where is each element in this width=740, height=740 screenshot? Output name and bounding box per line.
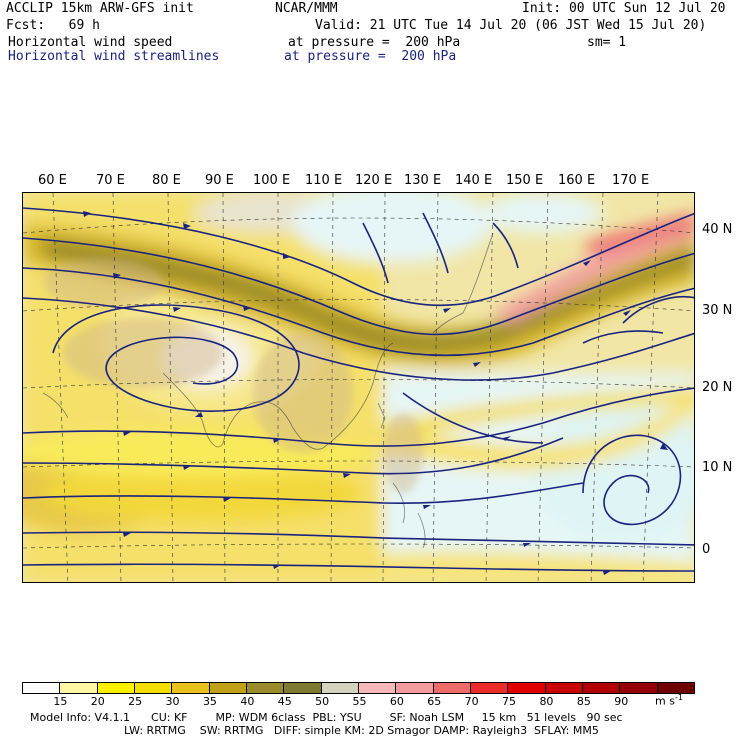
colorbar-swatch bbox=[545, 683, 583, 693]
lon-label: 90 E bbox=[205, 173, 234, 188]
colorbar-tick-label: 35 bbox=[202, 695, 217, 708]
colorbar-tick-label: 90 bbox=[614, 695, 629, 708]
colorbar-tick-label: 65 bbox=[427, 695, 442, 708]
streamline-arrows bbox=[83, 211, 668, 575]
colorbar-tick-label: 50 bbox=[315, 695, 330, 708]
smoothing-label: sm= 1 bbox=[587, 35, 627, 50]
field2-pressure: at pressure = 200 hPa bbox=[284, 49, 457, 64]
colorbar-tick-label: 20 bbox=[90, 695, 105, 708]
lon-label: 150 E bbox=[506, 173, 544, 188]
forecast-hour: Fcst: 69 h bbox=[6, 18, 100, 33]
colorbar-tick-label: 60 bbox=[389, 695, 404, 708]
lon-label: 60 E bbox=[38, 173, 67, 188]
graticule bbox=[23, 193, 694, 582]
colorbar-tick-label: 45 bbox=[277, 695, 292, 708]
field1-pressure: at pressure = 200 hPa bbox=[288, 35, 461, 50]
colorbar-swatch bbox=[134, 683, 173, 693]
lon-label: 160 E bbox=[558, 173, 596, 188]
colorbar-tick-label: 55 bbox=[352, 695, 367, 708]
lat-label: 40 N bbox=[702, 222, 733, 237]
colorbar-tick-label: 15 bbox=[53, 695, 68, 708]
lon-label: 130 E bbox=[404, 173, 442, 188]
colorbar-swatch bbox=[209, 683, 247, 693]
colorbar-swatch bbox=[284, 683, 322, 693]
lon-label: 140 E bbox=[455, 173, 493, 188]
lon-label: 110 E bbox=[305, 173, 343, 188]
colorbar bbox=[22, 682, 695, 694]
colorbar-tick-label: 85 bbox=[576, 695, 591, 708]
colorbar-swatch bbox=[358, 683, 397, 693]
colorbar-tick-label: 70 bbox=[464, 695, 479, 708]
colorbar-swatch bbox=[23, 683, 61, 693]
colorbar-swatch bbox=[433, 683, 471, 693]
colorbar-tick-label: 40 bbox=[240, 695, 255, 708]
colorbar-swatch bbox=[657, 683, 694, 693]
colorbar-swatch bbox=[172, 683, 210, 693]
colorbar-tick-label: 80 bbox=[539, 695, 554, 708]
field1-label: Horizontal wind speed bbox=[8, 35, 173, 50]
model-title: ACCLIP 15km ARW-GFS init bbox=[6, 1, 194, 16]
footer-line2: LW: RRTMG SW: RRTMG DIFF: simple KM: 2D … bbox=[124, 724, 599, 737]
colorbar-swatch bbox=[470, 683, 509, 693]
field2-label: Horizontal wind streamlines bbox=[8, 49, 220, 64]
colorbar-swatch bbox=[97, 683, 135, 693]
colorbar-units: m s-1 bbox=[655, 693, 683, 708]
streamlines bbox=[23, 207, 694, 572]
lon-label: 170 E bbox=[612, 173, 650, 188]
colorbar-tick-label: 30 bbox=[165, 695, 180, 708]
wind-map bbox=[22, 192, 695, 583]
colorbar-swatch bbox=[582, 683, 621, 693]
colorbar-swatch bbox=[246, 683, 285, 693]
lon-label: 70 E bbox=[96, 173, 125, 188]
lon-label: 120 E bbox=[355, 173, 393, 188]
colorbar-tick-label: 25 bbox=[128, 695, 143, 708]
coastlines bbox=[42, 232, 494, 549]
colorbar-swatch bbox=[396, 683, 434, 693]
lat-label: 0 bbox=[702, 542, 711, 557]
lon-label: 100 E bbox=[253, 173, 291, 188]
colorbar-swatch bbox=[508, 683, 546, 693]
colorbar-swatch bbox=[620, 683, 658, 693]
lon-label: 80 E bbox=[152, 173, 181, 188]
wind-speed-shading bbox=[23, 193, 694, 582]
lat-label: 10 N bbox=[702, 460, 733, 475]
colorbar-swatch bbox=[60, 683, 98, 693]
lat-label: 30 N bbox=[702, 303, 733, 318]
valid-time: Valid: 21 UTC Tue 14 Jul 20 (06 JST Wed … bbox=[315, 18, 707, 33]
lat-label: 20 N bbox=[702, 380, 733, 395]
footer-line1: Model Info: V4.1.1 CU: KF MP: WDM 6class… bbox=[30, 711, 623, 724]
colorbar-tick-label: 75 bbox=[502, 695, 517, 708]
map-canvas bbox=[23, 193, 694, 582]
init-time: Init: 00 UTC Sun 12 Jul 20 bbox=[522, 1, 726, 16]
colorbar-swatch bbox=[321, 683, 359, 693]
center-label: NCAR/MMM bbox=[275, 1, 338, 16]
